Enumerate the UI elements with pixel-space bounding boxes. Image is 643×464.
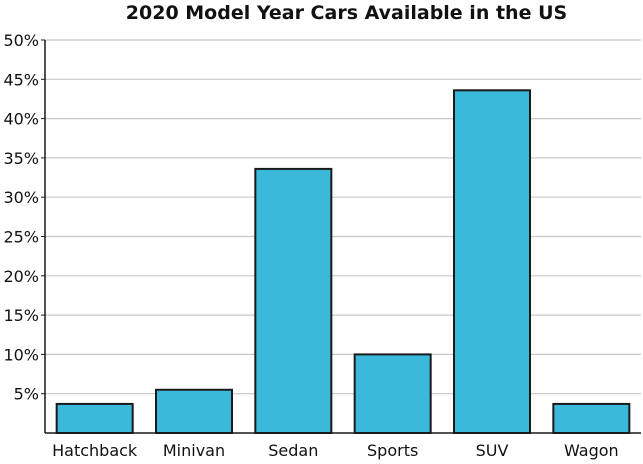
bar-sports xyxy=(353,353,432,434)
y-tick-labels: 5% 10% 15% 20% 25% 30% 35% 40% 45% 50% xyxy=(3,31,39,404)
y-tick-label: 30% xyxy=(3,188,39,207)
y-tick-label: 50% xyxy=(3,31,39,50)
bar-wagon xyxy=(552,402,631,434)
y-tick-label: 10% xyxy=(3,345,39,364)
y-tick-label: 15% xyxy=(3,306,39,325)
y-tick-label: 25% xyxy=(3,228,39,247)
bars xyxy=(55,89,631,435)
x-tick-label: Sports xyxy=(367,441,418,460)
bar-suv xyxy=(453,89,531,435)
bar-sedan xyxy=(254,167,333,435)
chart-title: 2020 Model Year Cars Available in the US xyxy=(125,2,568,24)
y-tick-label: 20% xyxy=(3,267,39,286)
y-tick-label: 35% xyxy=(3,149,39,168)
bar-minivan xyxy=(155,388,233,434)
y-tick-label: 5% xyxy=(14,385,39,404)
y-tick-label: 40% xyxy=(3,110,39,129)
x-tick-label: SUV xyxy=(476,441,509,460)
x-tick-label: Wagon xyxy=(564,441,619,460)
x-tick-label: Minivan xyxy=(163,441,225,460)
axes xyxy=(41,39,641,434)
x-tick-label: Sedan xyxy=(268,441,318,460)
gridlines xyxy=(45,39,641,395)
x-tick-labels: Hatchback Minivan Sedan Sports SUV Wagon xyxy=(52,441,619,460)
x-tick-label: Hatchback xyxy=(52,441,138,460)
bar-hatchback xyxy=(55,402,134,434)
y-tick-label: 45% xyxy=(3,70,39,89)
